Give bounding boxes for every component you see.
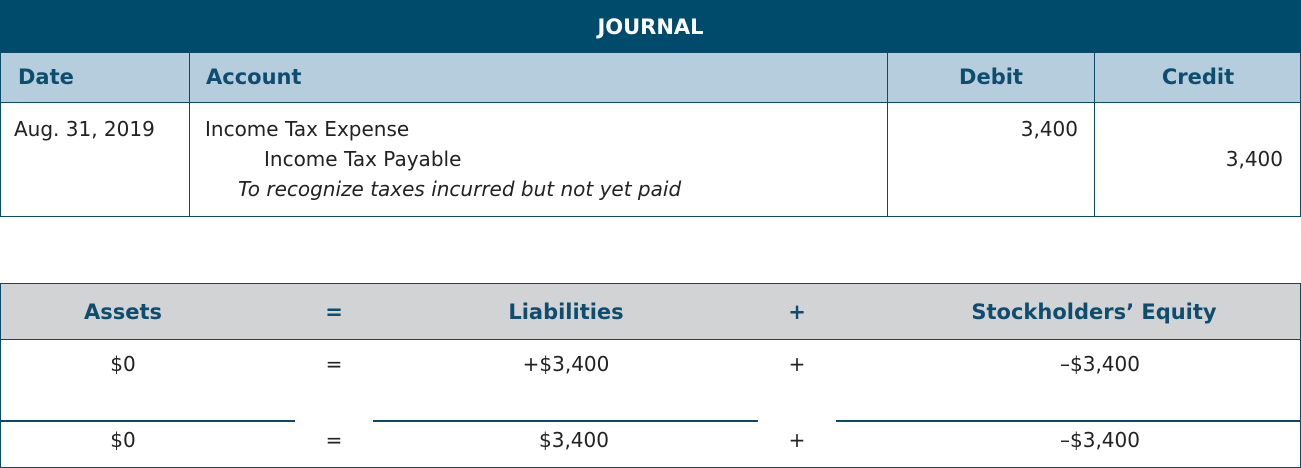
column-divider [1094,52,1095,217]
credit-amount: 3,400 [1225,147,1283,171]
header-equals: = [325,300,343,324]
header-liabilities: Liabilities [508,300,624,324]
journal-header-row [1,52,1300,103]
header-debit: Debit [959,65,1023,89]
row2-equity: –$3,400 [1060,428,1140,452]
debit-account: Income Tax Expense [205,117,410,141]
header-date: Date [18,65,74,89]
header-account: Account [206,65,302,89]
row2-assets: $0 [110,428,136,452]
debit-amount: 3,400 [1020,117,1078,141]
total-line [836,420,1301,422]
row1-equals: = [325,352,343,376]
header-stockholders-equity: Stockholders’ Equity [971,300,1217,324]
row1-plus: + [788,352,806,376]
row2-plus: + [788,428,806,452]
entry-date: Aug. 31, 2019 [14,117,155,141]
row1-liabilities: +$3,400 [522,352,610,376]
header-assets: Assets [83,300,163,324]
total-line [0,420,295,422]
column-divider [887,52,888,217]
column-divider [189,52,190,217]
row2-liabilities: $3,400 [539,428,609,452]
row1-assets: $0 [110,352,136,376]
journal-title: JOURNAL [0,0,1301,52]
equation-header-row [1,284,1300,340]
entry-memo: To recognize taxes incurred but not yet … [238,177,682,201]
header-plus: + [788,300,806,324]
row2-equals: = [325,428,343,452]
credit-account: Income Tax Payable [264,147,462,171]
header-credit: Credit [1161,65,1235,89]
row1-equity: –$3,400 [1060,352,1140,376]
total-line [373,420,758,422]
